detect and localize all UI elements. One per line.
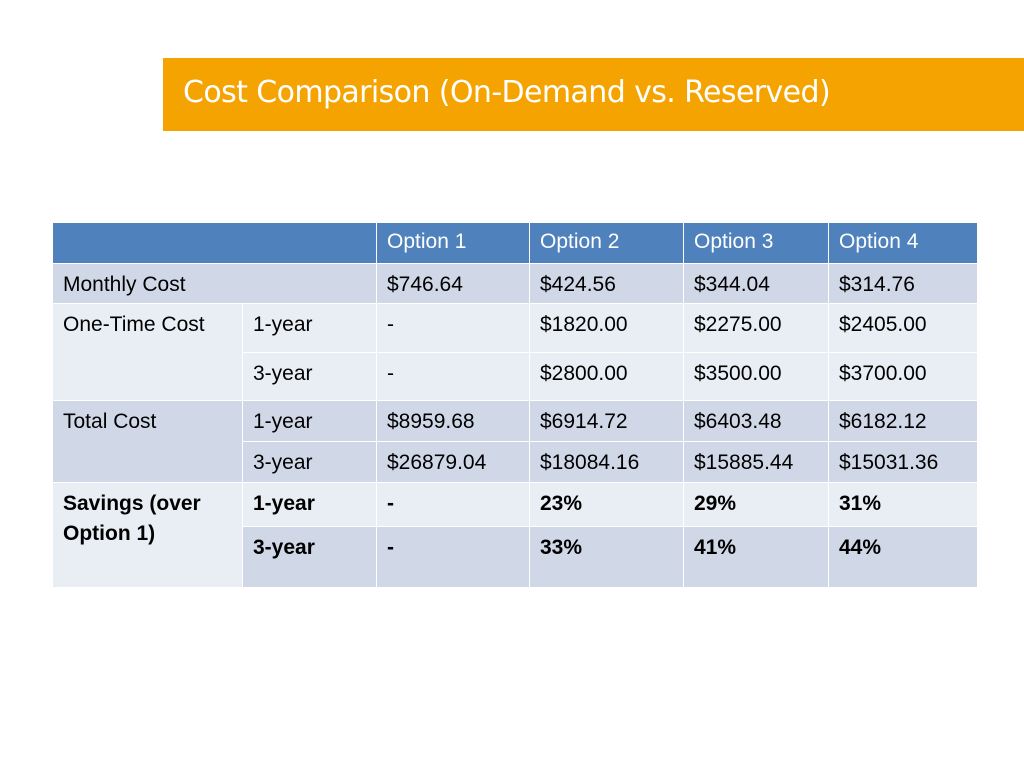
term-label: 1-year (242, 400, 377, 442)
table-cell: - (376, 352, 530, 401)
table-cell: - (376, 303, 530, 353)
table-cell: $6403.48 (683, 400, 829, 442)
table-cell: $8959.68 (376, 400, 530, 442)
table-cell: $26879.04 (376, 441, 530, 483)
table-row-total-1-year: Total Cost 1-year $8959.68 $6914.72 $640… (52, 400, 978, 483)
table-cell: $344.04 (683, 263, 829, 304)
table-row-monthly-cost: Monthly Cost $746.64 $424.56 $344.04 $31… (52, 263, 978, 304)
term-label: 1-year (242, 482, 377, 527)
header-row: Option 1 Option 2 Option 3 Option 4 (52, 222, 978, 264)
table-cell: $2275.00 (683, 303, 829, 353)
header-option-3: Option 3 (683, 222, 829, 264)
table-cell: $424.56 (529, 263, 684, 304)
row-label-monthly-cost: Monthly Cost (52, 263, 377, 304)
row-label-total-cost: Total Cost (52, 400, 243, 483)
table-row-one-time-3-year: 3-year - $2800.00 $3500.00 $3700.00 (53, 352, 978, 401)
header-option-4: Option 4 (828, 222, 978, 264)
table-cell: $3700.00 (828, 352, 978, 401)
table-cell: $2405.00 (828, 303, 978, 353)
table-cell: 44% (828, 526, 978, 588)
table-cell: - (376, 526, 530, 588)
row-label-savings: Savings (over Option 1) (52, 482, 243, 588)
term-label: 1-year (242, 303, 377, 353)
table-cell: 23% (529, 482, 684, 527)
table-cell: $15031.36 (828, 441, 978, 483)
table-cell: $3500.00 (683, 352, 829, 401)
table-row-savings-1-year: Savings (over Option 1) 1-year - 23% 29%… (52, 482, 978, 588)
slide-title: Cost Comparison (On-Demand vs. Reserved) (183, 75, 831, 110)
table-cell: 33% (529, 526, 684, 588)
title-bar: Cost Comparison (On-Demand vs. Reserved) (163, 58, 1024, 131)
table-cell: $746.64 (376, 263, 530, 304)
term-label: 3-year (242, 441, 377, 483)
table-cell: $1820.00 (529, 303, 684, 353)
term-label: 3-year (242, 526, 377, 588)
table-cell: 29% (683, 482, 829, 527)
term-label: 3-year (242, 352, 377, 401)
table-cell: $18084.16 (529, 441, 684, 483)
table-row-one-time-1-year: One-Time Cost 1-year - $1820.00 $2275.00… (52, 303, 978, 401)
header-option-1: Option 1 (376, 222, 530, 264)
table-cell: $15885.44 (683, 441, 829, 483)
row-label-one-time-cost: One-Time Cost (52, 303, 243, 401)
table-cell: 31% (828, 482, 978, 527)
header-option-2: Option 2 (529, 222, 684, 264)
cost-comparison-table: Option 1 Option 2 Option 3 Option 4 Mont… (52, 222, 978, 588)
table-row-savings-3-year: 3-year - 33% 41% 44% (53, 526, 978, 588)
header-cell-empty (52, 222, 377, 264)
table-cell: 41% (683, 526, 829, 588)
table-cell: $314.76 (828, 263, 978, 304)
table-cell: $6914.72 (529, 400, 684, 442)
table-cell: - (376, 482, 530, 527)
table-cell: $6182.12 (828, 400, 978, 442)
table-cell: $2800.00 (529, 352, 684, 401)
